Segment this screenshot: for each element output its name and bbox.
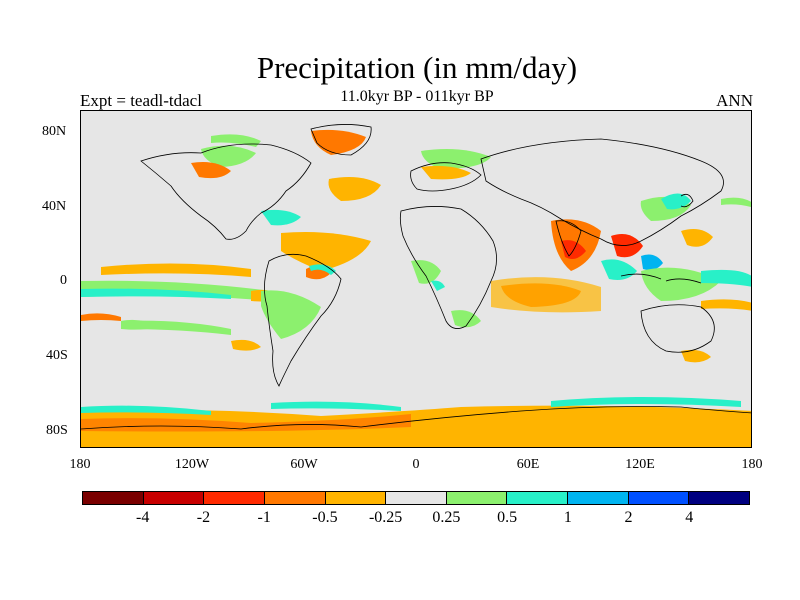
legend-label-5: 0.25	[432, 509, 461, 526]
legend-swatch-9	[628, 492, 690, 504]
south-pacific-green	[121, 319, 161, 330]
antarctica-coast	[81, 406, 751, 430]
canada-green	[201, 145, 256, 167]
legend-swatch-0	[83, 492, 144, 504]
lat-label-40s: 40S	[46, 348, 68, 363]
season-label: ANN	[716, 91, 753, 110]
indian-ocean-yellow	[491, 277, 601, 313]
antarctic-positive-3	[551, 397, 741, 407]
legend-swatch-8	[568, 492, 629, 504]
amazon-orange	[281, 232, 371, 271]
lon-label-0: 0	[412, 457, 420, 472]
southern-ocean-band	[81, 405, 751, 447]
seasia-cyan	[601, 259, 637, 280]
pacific-orange-north	[101, 263, 251, 277]
legend-label-4: -0.25	[368, 509, 403, 526]
map-panel	[80, 110, 752, 448]
japan-green	[661, 193, 691, 210]
lon-label-60e: 60E	[516, 457, 540, 472]
anomaly-patches	[81, 129, 751, 447]
lat-label-80s: 80S	[46, 423, 68, 438]
south-pacific-orange	[701, 299, 751, 311]
north-pacific-green	[721, 197, 751, 207]
lat-label-80n: 80N	[42, 124, 67, 139]
pacific-orange-south	[81, 313, 121, 321]
seasia-blue	[641, 254, 663, 271]
legend-label-0: -4	[136, 509, 150, 526]
legend-swatch-10	[689, 492, 750, 504]
legend-label-2: -1	[257, 509, 271, 526]
lat-label-40n: 40N	[42, 199, 67, 214]
plot-subtitle: 11.0kyr BP - 011kyr BP	[340, 88, 494, 105]
westpac-cyan	[701, 269, 751, 287]
lon-label-60w: 60W	[290, 457, 318, 472]
south-atlantic-orange	[231, 339, 261, 351]
south-america-green	[261, 290, 321, 339]
japan-coast	[680, 193, 694, 208]
color-legend	[82, 491, 750, 505]
north-america-coast	[140, 143, 312, 240]
experiment-label: Expt = teadl-tdacl	[80, 91, 202, 110]
antarctic-positive	[81, 405, 211, 415]
lon-label-180e: 180	[741, 457, 763, 472]
north-atlantic-orange	[328, 177, 381, 201]
legend-swatch-2	[204, 492, 265, 504]
india-coast	[555, 220, 582, 257]
southern-ocean-negative	[81, 414, 411, 432]
legend-swatch-3	[264, 492, 326, 504]
europe-coast	[410, 162, 482, 192]
us-cyan	[261, 209, 301, 226]
africa-cyan	[431, 280, 445, 291]
south-africa-green	[451, 310, 481, 328]
legend-swatch-1	[143, 492, 205, 504]
legend-swatch-7	[507, 492, 569, 504]
asia-coast	[480, 138, 724, 246]
south-america-coast	[264, 253, 342, 387]
lon-label-120w: 120W	[174, 457, 210, 472]
legend-label-8: 2	[624, 509, 633, 526]
brazil-cyan	[309, 264, 336, 275]
africa-coast	[399, 206, 497, 329]
lat-label-0: 0	[60, 273, 67, 288]
legend-label-7: 1	[563, 509, 572, 526]
legend-swatch-6	[446, 492, 508, 504]
africa-green	[411, 260, 441, 284]
antarctic-positive-2	[271, 401, 401, 411]
lon-label-120e: 120E	[625, 457, 655, 472]
siberia-green	[421, 149, 491, 169]
plot-title: Precipitation (in mm/day)	[256, 50, 578, 85]
europe-orange	[421, 165, 471, 180]
pacific-cyan-band	[81, 288, 231, 299]
lon-label-180w: 180	[69, 457, 91, 472]
australia-coast	[640, 304, 715, 353]
legend-label-6: 0.5	[497, 509, 518, 526]
legend-label-9: 4	[685, 509, 694, 526]
precip-anomaly-map	[81, 124, 751, 447]
coastlines	[81, 124, 751, 430]
legend-label-3: -0.5	[312, 509, 338, 526]
westpac-orange	[681, 229, 713, 247]
legend-swatch-4	[325, 492, 387, 504]
greenland-coast	[310, 124, 372, 156]
legend-label-1: -2	[196, 509, 211, 526]
canada-orange	[191, 162, 231, 179]
indonesia-coast	[620, 273, 702, 284]
legend-swatch-5	[386, 492, 447, 504]
australia-orange	[681, 349, 711, 363]
